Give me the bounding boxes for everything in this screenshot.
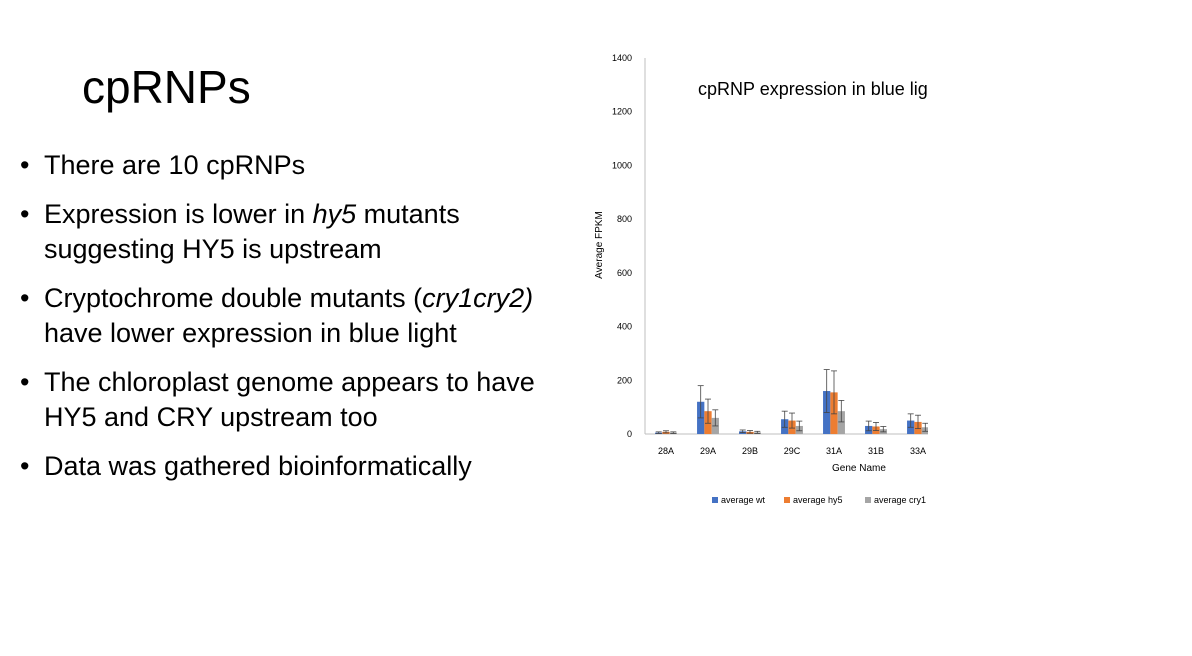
bullet-item: There are 10 cpRNPs (20, 148, 560, 183)
slide-title: cpRNPs (82, 61, 251, 113)
y-tick-label: 1200 (612, 107, 632, 117)
legend-swatch (712, 497, 718, 503)
chart-svg: cpRNP expression in blue light Average F… (594, 53, 1065, 505)
bullet-item: Data was gathered bioinformatically (20, 449, 560, 484)
bullet-text: Cryptochrome double mutants ( (44, 283, 423, 313)
y-tick-label: 0 (627, 429, 632, 439)
legend-swatch (784, 497, 790, 503)
legend-swatch (865, 497, 871, 503)
bullet-text: mutants suggesting HY5 is upstream (44, 199, 460, 264)
x-tick-label: 29B (742, 446, 758, 456)
x-tick-label: 29C (784, 446, 801, 456)
bar-average-cry1-cry2-33A (921, 427, 929, 434)
x-tick-label: 31B (868, 446, 884, 456)
x-tick-label: 33A (910, 446, 926, 456)
bullet-text: The chloroplast genome appears to have H… (44, 367, 535, 432)
bullet-item: Cryptochrome double mutants (cry1cry2) h… (20, 281, 560, 351)
y-tick-label: 400 (617, 322, 632, 332)
x-tick-label: 28A (658, 446, 674, 456)
x-tick-label: 29A (700, 446, 716, 456)
bullet-text: hy5 (312, 199, 357, 229)
plot-area: 0 200 400 600 800 1000 1200 1400 28A 29A 29B 29C 31A… (612, 53, 1065, 456)
legend-label: average cry1 cry2 (874, 495, 928, 505)
y-tick-label: 1000 (612, 160, 632, 170)
bullet-text: cry1cry2) (422, 283, 534, 313)
bar-average-cry1-cry2-31A (837, 411, 845, 434)
bullet-item: Expression is lower in hy5 mutants sugge… (20, 197, 560, 267)
y-tick-label: 1400 (612, 53, 632, 63)
chart-title: cpRNP expression in blue light (698, 79, 928, 99)
x-axis-label: Gene Name (832, 463, 886, 474)
legend-label: average hy5 (793, 495, 843, 505)
y-axis-label: Average FPKM (594, 211, 605, 279)
bullet-text: There are 10 cpRNPs (44, 150, 306, 180)
chart: cpRNP expression in blue light Average F… (588, 40, 1065, 520)
y-tick-label: 200 (617, 375, 632, 385)
bullet-item: The chloroplast genome appears to have H… (20, 365, 560, 435)
y-tick-label: 600 (617, 268, 632, 278)
bullet-text: Expression is lower in (44, 199, 313, 229)
legend: average wt average hy5 average cry1 cry2 (712, 495, 946, 505)
bullet-text: have lower expression in blue light (44, 318, 457, 348)
x-tick-label: 31A (826, 446, 842, 456)
legend-label: average wt (721, 495, 766, 505)
bullet-list: There are 10 cpRNPs Expression is lower i… (20, 148, 560, 498)
bullet-text: Data was gathered bioinformatically (44, 451, 472, 481)
y-tick-label: 800 (617, 214, 632, 224)
